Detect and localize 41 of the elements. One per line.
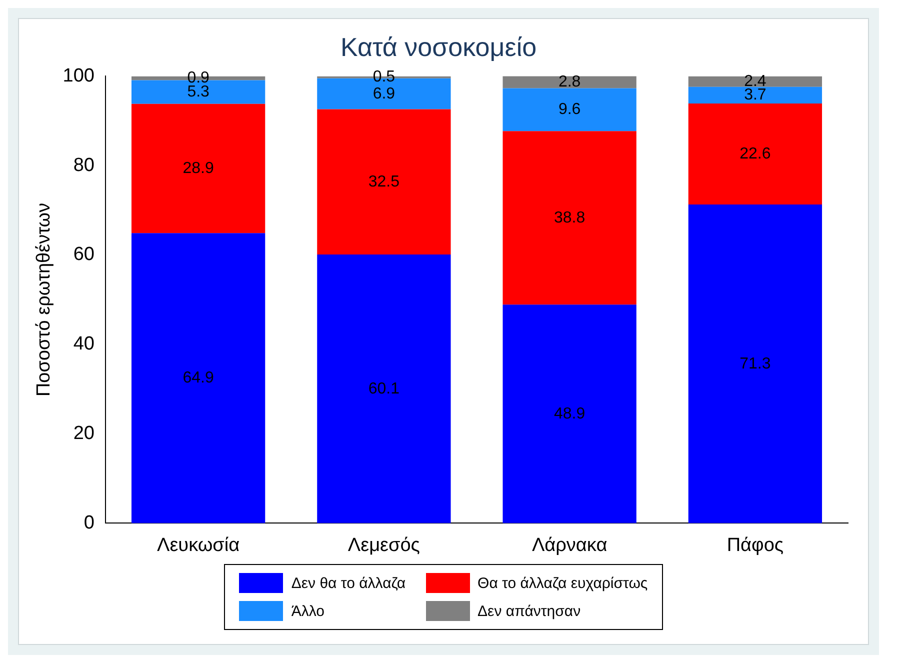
y-tick-label: 40 (73, 334, 94, 355)
data-label: 9.6 (558, 101, 581, 118)
data-label: 28.9 (182, 160, 214, 177)
data-label: 64.9 (182, 370, 214, 387)
data-label: 38.8 (554, 209, 586, 226)
bar (688, 103, 822, 204)
data-label: 71.3 (740, 355, 771, 372)
y-tick-label: 100 (62, 65, 94, 86)
data-label: 32.5 (368, 173, 400, 190)
y-tick-label: 60 (73, 244, 94, 266)
bar (502, 131, 636, 305)
bar (131, 104, 266, 234)
bar (502, 88, 636, 132)
data-label: 0.5 (372, 68, 396, 86)
bar (688, 204, 822, 524)
y-axis-title: Ποσοστό ερωτηθέντων (34, 202, 55, 397)
data-label: 48.9 (554, 405, 586, 422)
legend-label: Άλλο (291, 602, 324, 620)
bar (131, 233, 266, 524)
y-tick-label: 0 (84, 512, 94, 534)
x-tick-label: Λεμεσός (348, 534, 420, 556)
y-tick-label: 20 (73, 423, 94, 444)
x-tick-label: Λευκωσία (157, 534, 240, 556)
bar (688, 76, 822, 87)
data-label: 6.9 (372, 85, 396, 102)
legend-label: Δεν θα το άλλαζα (291, 574, 406, 592)
x-tick-label: Πάφος (726, 534, 784, 556)
bar (688, 86, 822, 104)
y-tick-label: 80 (73, 154, 94, 176)
bar (502, 304, 636, 524)
data-label: 22.6 (740, 145, 771, 162)
data-label: 5.3 (187, 83, 210, 100)
legend-label: Δεν απάντησαν (478, 602, 581, 620)
chart-title: Κατά νοσοκομείο (340, 32, 537, 62)
data-label: 60.1 (368, 380, 400, 398)
data-label: 2.8 (558, 73, 581, 90)
bar (502, 76, 636, 88)
legend-label: Θα το άλλαζα ευχαρίστως (478, 574, 648, 592)
x-tick-label: Λάρνακα (532, 534, 608, 556)
bar (317, 254, 451, 524)
bar (317, 109, 451, 255)
